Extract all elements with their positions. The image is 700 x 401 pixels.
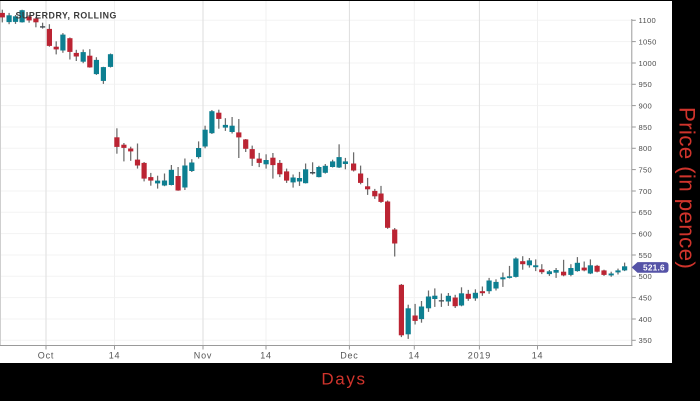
svg-text:600: 600: [639, 229, 653, 238]
svg-text:521.6: 521.6: [643, 262, 665, 272]
svg-text:550: 550: [639, 251, 653, 260]
svg-text:700: 700: [639, 187, 653, 196]
svg-text:800: 800: [639, 144, 653, 153]
svg-text:950: 950: [639, 80, 653, 89]
svg-text:1000: 1000: [639, 59, 657, 68]
svg-text:14: 14: [109, 350, 121, 360]
svg-text:900: 900: [639, 101, 653, 110]
svg-text:Oct: Oct: [38, 350, 54, 360]
svg-text:SUPERDRY, ROLLING: SUPERDRY, ROLLING: [16, 11, 117, 21]
svg-text:14: 14: [408, 350, 420, 360]
svg-text:750: 750: [639, 165, 653, 174]
svg-text:400: 400: [639, 315, 653, 324]
svg-text:Nov: Nov: [194, 350, 212, 360]
svg-text:14: 14: [260, 350, 272, 360]
svg-text:1050: 1050: [639, 37, 657, 46]
svg-text:Days: Days: [321, 370, 366, 389]
svg-text:500: 500: [639, 272, 653, 281]
svg-text:Price (in pence): Price (in pence): [675, 107, 700, 269]
svg-text:Dec: Dec: [340, 350, 358, 360]
svg-text:2019: 2019: [468, 350, 491, 360]
svg-text:450: 450: [639, 293, 653, 302]
svg-text:14: 14: [532, 350, 544, 360]
svg-text:1100: 1100: [639, 16, 657, 25]
svg-text:350: 350: [639, 336, 653, 345]
svg-text:850: 850: [639, 123, 653, 132]
svg-text:650: 650: [639, 208, 653, 217]
